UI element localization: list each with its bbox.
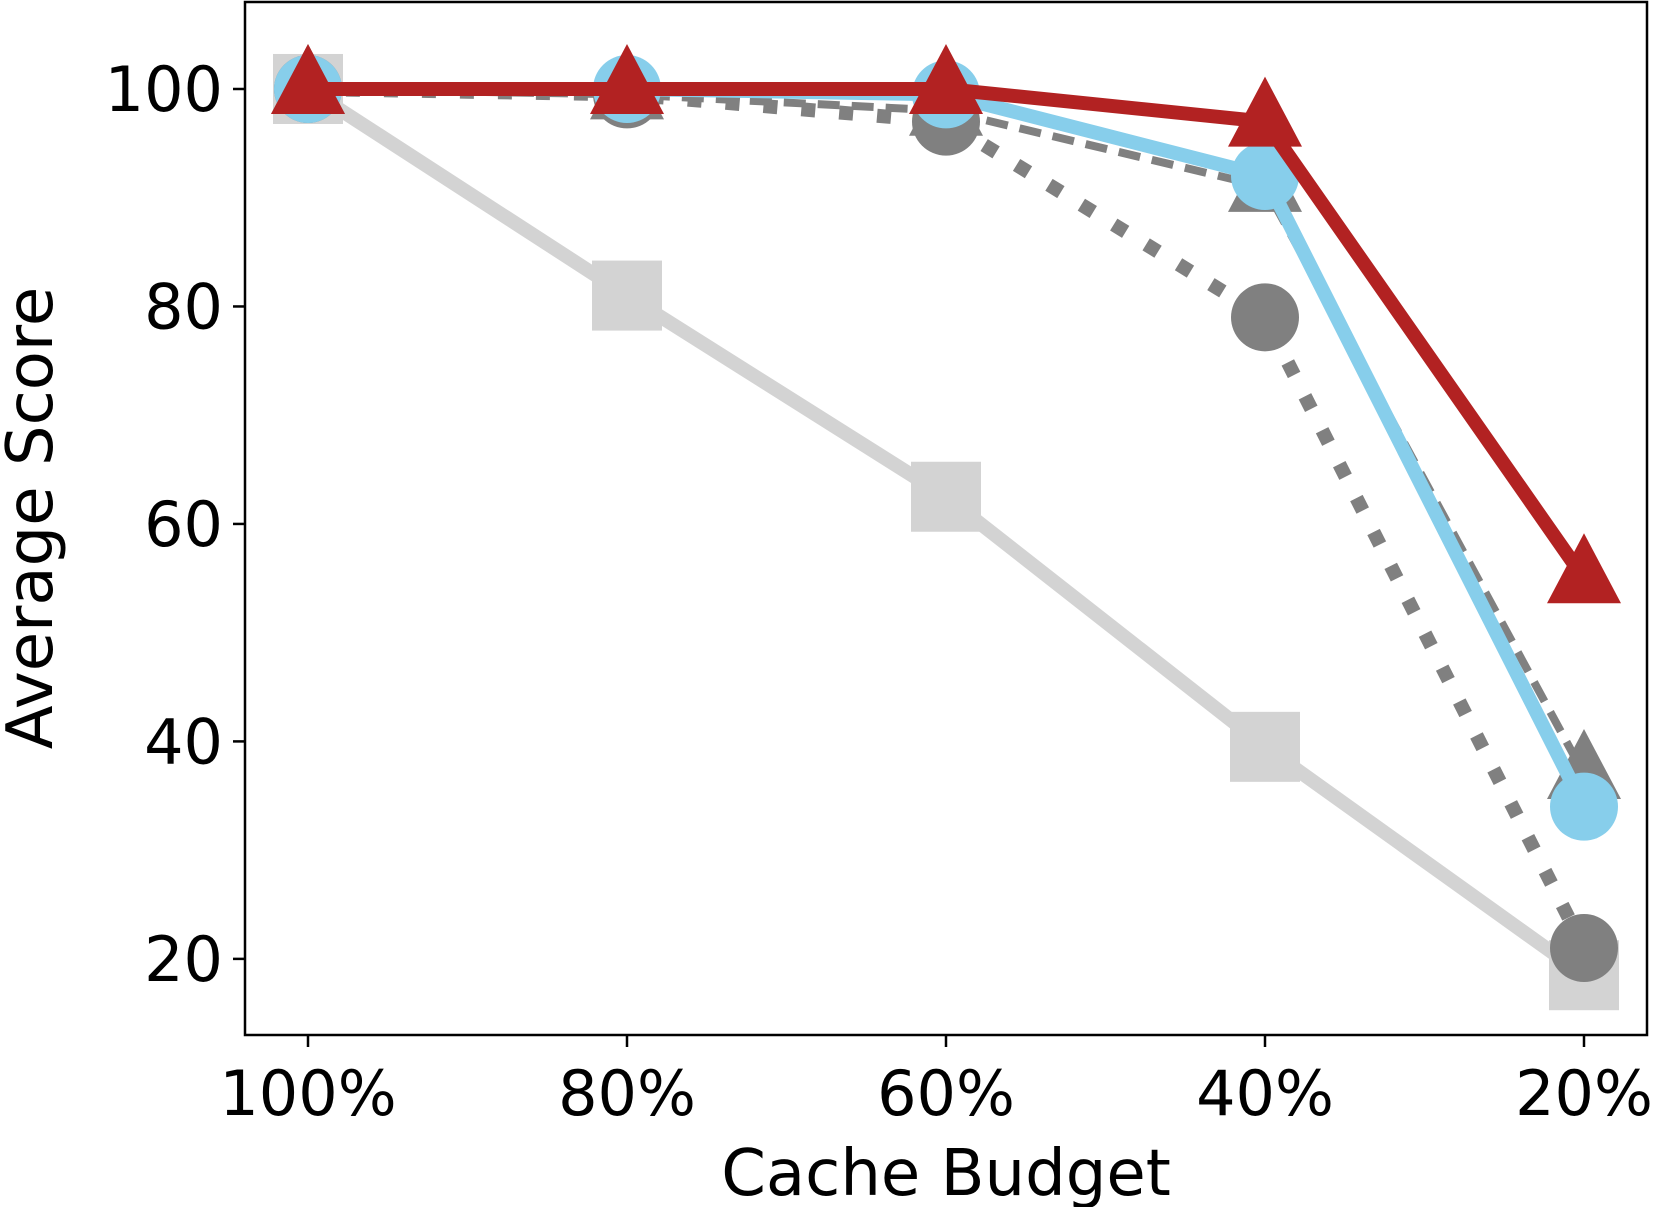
data-point-triangle — [909, 43, 983, 114]
data-point-triangle — [271, 43, 345, 114]
x-tick-label: 20% — [1515, 1057, 1653, 1130]
x-axis-label: Cache Budget — [721, 1137, 1171, 1207]
data-point-circle — [1231, 141, 1299, 210]
data-point-square — [1230, 711, 1300, 782]
series-layer — [271, 43, 1621, 1011]
data-point-triangle — [1547, 533, 1621, 604]
y-axis-label: Average Score — [0, 287, 68, 749]
data-point-circle — [1231, 283, 1299, 352]
y-tick-label: 40 — [144, 705, 223, 778]
series-3 — [271, 43, 1621, 800]
data-point-triangle — [590, 43, 664, 114]
series-1 — [273, 53, 1619, 1011]
series-4 — [274, 54, 1618, 841]
y-tick-label: 60 — [144, 488, 223, 561]
data-point-circle — [1550, 772, 1618, 841]
x-tick-label: 80% — [558, 1057, 696, 1130]
x-tick-label: 40% — [1196, 1057, 1334, 1130]
series-5 — [271, 43, 1621, 604]
axis-layer: 100% 80% 60% 40% 20% 20 40 60 80 100 — [105, 53, 1653, 1130]
y-tick-label: 100 — [105, 53, 223, 126]
x-tick-label: 100% — [219, 1057, 396, 1130]
data-point-triangle — [1228, 76, 1302, 147]
y-tick-label: 20 — [144, 923, 223, 996]
y-tick-label: 80 — [144, 270, 223, 343]
series-line — [304, 83, 1589, 981]
data-point-square — [911, 461, 981, 532]
data-point-circle — [1550, 914, 1618, 983]
x-tick-label: 60% — [877, 1057, 1015, 1130]
data-point-square — [592, 260, 662, 331]
series-line — [308, 81, 1591, 810]
